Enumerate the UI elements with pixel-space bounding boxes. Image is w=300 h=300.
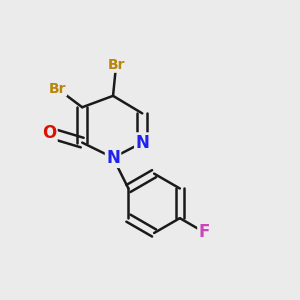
Text: Br: Br	[107, 58, 125, 72]
Text: O: O	[42, 124, 56, 142]
Text: Br: Br	[49, 82, 66, 95]
Text: N: N	[106, 149, 120, 167]
Text: F: F	[199, 223, 210, 241]
Text: N: N	[135, 134, 149, 152]
